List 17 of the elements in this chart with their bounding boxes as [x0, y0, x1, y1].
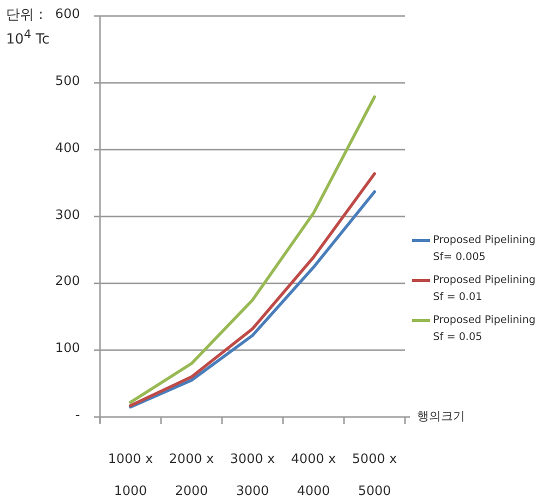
legend-label: Proposed Pipelining Sf = 0.01 — [433, 273, 537, 305]
x-axis-title: 행의크기 — [417, 408, 465, 425]
y-tick-label: 600 — [55, 7, 80, 22]
y-tick-label: 500 — [54, 74, 80, 89]
legend-label: Proposed Pipelining Sf= 0.005 — [433, 233, 537, 265]
category-label: 5000 x 5000 — [352, 452, 397, 499]
category-label: 4000 x 4000 — [291, 452, 336, 499]
category-label: 3000 x 3000 — [230, 452, 275, 499]
y-axis-title: 단위 : 10$^{4}$ Tc — [6, 7, 50, 48]
y-tick-label: 400 — [54, 140, 80, 156]
legend-label: Proposed Pipelining Sf = 0.05 — [433, 313, 537, 345]
y-tick-label: - — [74, 408, 80, 423]
y-tick-label: 200 — [54, 274, 80, 290]
category-label: 1000 x 1000 — [108, 452, 153, 499]
category-label: 2000 x 2000 — [169, 452, 214, 499]
y-tick-label: 300 — [54, 208, 80, 222]
y-tick-label: 100 — [54, 341, 80, 356]
